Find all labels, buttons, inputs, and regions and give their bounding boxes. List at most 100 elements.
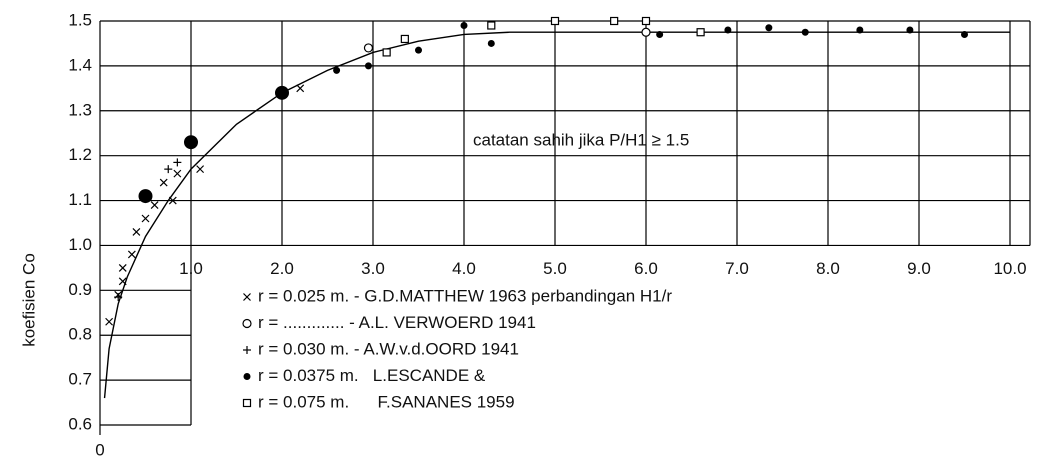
- point: [724, 26, 732, 34]
- point-stroke: [118, 263, 127, 272]
- legend-label: r = 0.025 m. - G.D.MATTHEW 1963 perbandi…: [258, 286, 672, 305]
- y-tick-label: 0.6: [68, 414, 92, 433]
- point: [415, 46, 422, 54]
- point: [150, 201, 159, 209]
- point-stroke: [168, 196, 177, 205]
- x-tick-label: 0: [95, 440, 104, 459]
- point-shape: [400, 34, 409, 44]
- point: [173, 158, 182, 167]
- point: [168, 196, 177, 205]
- point: [487, 39, 495, 47]
- point: [550, 16, 560, 26]
- point-shape: [382, 48, 391, 57]
- point: [164, 165, 173, 174]
- point-stroke: [243, 293, 251, 301]
- point: [656, 30, 664, 38]
- point-stroke: [150, 201, 159, 209]
- point: [382, 48, 391, 57]
- annotation: catatan sahih jika P/H1 ≥ 1.5: [473, 130, 689, 149]
- point: [364, 62, 372, 70]
- x-tick-label: 7.0: [725, 259, 749, 278]
- point: [242, 398, 252, 408]
- point-stroke: [159, 178, 168, 187]
- point-shape: [487, 21, 496, 30]
- point-shape: [801, 28, 809, 36]
- point: [906, 26, 914, 34]
- y-tick-label: 1.0: [68, 235, 92, 254]
- point: [141, 214, 150, 223]
- point: [460, 21, 468, 29]
- point-stroke: [196, 165, 205, 174]
- point: [243, 293, 251, 301]
- x-tick-label: 9.0: [907, 259, 931, 278]
- point-shape: [138, 189, 153, 204]
- point-shape: [656, 30, 664, 38]
- y-tick-label: 0.9: [68, 280, 92, 299]
- x-tick-label: 3.0: [361, 259, 385, 278]
- legend-label: r = ............. - A.L. VERWOERD 1941: [258, 313, 536, 332]
- point: [114, 293, 123, 302]
- point-shape: [550, 16, 560, 26]
- point: [118, 263, 127, 272]
- point-stroke: [118, 277, 127, 286]
- point: [765, 24, 773, 32]
- point: [400, 34, 409, 44]
- y-tick-label: 1.2: [68, 145, 92, 164]
- point: [641, 27, 651, 37]
- point-stroke: [296, 84, 305, 93]
- point-stroke: [127, 250, 136, 259]
- point-shape: [641, 16, 651, 26]
- y-tick-label: 1.3: [68, 100, 92, 119]
- point: [641, 16, 651, 26]
- y-tick-label: 0.7: [68, 370, 92, 389]
- y-axis-label: koefisien Co: [19, 253, 38, 347]
- point-shape: [333, 66, 341, 74]
- y-tick-label: 1.1: [68, 190, 92, 209]
- point-shape: [856, 26, 864, 34]
- point: [243, 346, 251, 354]
- point: [242, 318, 252, 329]
- point-stroke: [173, 169, 182, 178]
- y-tick-label: 1.4: [68, 55, 92, 74]
- point: [118, 277, 127, 286]
- point-shape: [184, 135, 198, 150]
- legend-label: r = 0.075 m. F.SANANES 1959: [258, 392, 515, 411]
- point-shape: [242, 398, 252, 408]
- point-stroke: [105, 317, 114, 326]
- point-shape: [415, 46, 422, 54]
- point: [961, 30, 968, 38]
- point-shape: [961, 30, 968, 38]
- x-tick-label: 10.0: [993, 259, 1026, 278]
- x-tick-label: 4.0: [452, 259, 476, 278]
- point: [138, 189, 153, 204]
- point: [184, 135, 198, 150]
- point-stroke: [141, 214, 150, 223]
- point-shape: [696, 28, 705, 37]
- point-stroke: [132, 228, 141, 236]
- legend-label: r = 0.0375 m. L.ESCANDE &: [258, 366, 486, 385]
- x-tick-label: 6.0: [634, 259, 658, 278]
- point-shape: [487, 39, 495, 47]
- point: [333, 66, 341, 74]
- point-shape: [364, 62, 372, 70]
- point: [487, 21, 496, 30]
- x-tick-label: 5.0: [543, 259, 567, 278]
- point: [363, 43, 374, 53]
- legend-label: r = 0.030 m. - A.W.v.d.OORD 1941: [258, 339, 519, 358]
- point-shape: [242, 318, 252, 329]
- point: [856, 26, 864, 34]
- point: [296, 84, 305, 93]
- point: [275, 85, 289, 100]
- point: [173, 169, 182, 178]
- point-shape: [243, 373, 251, 380]
- point: [132, 228, 141, 236]
- point-shape: [724, 26, 732, 34]
- point: [801, 28, 809, 36]
- point: [610, 16, 619, 26]
- point-shape: [765, 24, 773, 32]
- point-shape: [641, 27, 651, 37]
- point-shape: [610, 16, 619, 26]
- point: [105, 317, 114, 326]
- point-shape: [906, 26, 914, 34]
